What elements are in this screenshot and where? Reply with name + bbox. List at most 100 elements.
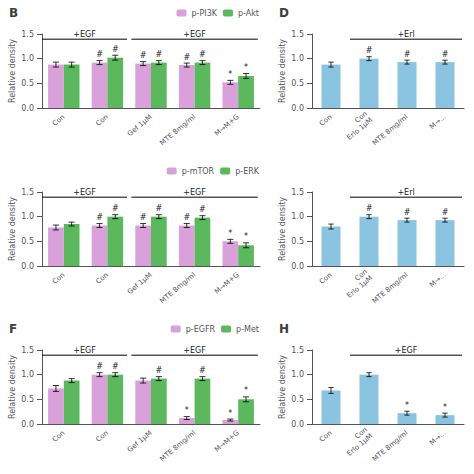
svg-text:1.0: 1.0: [21, 370, 34, 379]
svg-text:Erlo 1μM: Erlo 1μM: [345, 116, 374, 142]
svg-text:Relative density: Relative density: [8, 355, 17, 419]
svg-text:1.5: 1.5: [21, 30, 34, 39]
svg-text:1.5: 1.5: [291, 346, 304, 355]
svg-text:0.0: 0.0: [291, 262, 304, 271]
svg-text:M→...: M→...: [428, 113, 447, 131]
svg-text:#: #: [112, 204, 119, 213]
svg-text:0.5: 0.5: [21, 237, 34, 246]
svg-text:1.0: 1.0: [21, 212, 34, 221]
svg-text:0.5: 0.5: [291, 395, 304, 404]
svg-text:0.0: 0.0: [291, 420, 304, 429]
svg-text:0.0: 0.0: [21, 420, 34, 429]
svg-text:+EGF: +EGF: [395, 346, 418, 355]
svg-text:+Erl: +Erl: [397, 188, 414, 197]
svg-text:0.0: 0.0: [21, 262, 34, 271]
svg-text:1.5: 1.5: [21, 346, 34, 355]
svg-text:Relative density: Relative density: [278, 355, 287, 419]
svg-text:1.0: 1.0: [21, 54, 34, 63]
svg-text:M→...: M→...: [428, 271, 447, 289]
svg-text:+EGF: +EGF: [183, 30, 206, 39]
svg-text:p-EGFR: p-EGFR: [186, 325, 216, 334]
svg-text:1.0: 1.0: [291, 370, 304, 379]
svg-text:MTE 8mg/ml: MTE 8mg/ml: [158, 113, 197, 147]
svg-text:*: *: [185, 406, 189, 415]
svg-text:Con: Con: [94, 271, 110, 286]
svg-text:0.0: 0.0: [291, 104, 304, 113]
svg-text:Relative density: Relative density: [278, 197, 287, 261]
svg-text:#: #: [199, 205, 206, 214]
svg-text:0.5: 0.5: [291, 79, 304, 88]
svg-text:#: #: [183, 53, 190, 62]
svg-text:D: D: [279, 6, 289, 20]
svg-text:#: #: [404, 50, 411, 59]
svg-text:#: #: [442, 50, 449, 59]
svg-text:MTE 8mg/ml: MTE 8mg/ml: [158, 271, 197, 305]
svg-text:0.5: 0.5: [21, 79, 34, 88]
svg-text:#: #: [199, 50, 206, 59]
svg-text:#: #: [442, 208, 449, 217]
svg-text:MTE 8mg/ml: MTE 8mg/ml: [371, 429, 410, 463]
svg-text:1.5: 1.5: [21, 188, 34, 197]
svg-text:Con: Con: [318, 113, 334, 128]
svg-text:#: #: [96, 50, 103, 59]
svg-text:p-PI3K: p-PI3K: [191, 9, 217, 18]
svg-text:#: #: [366, 46, 373, 55]
svg-text:*: *: [228, 70, 232, 79]
svg-text:F: F: [9, 322, 17, 336]
svg-text:Gef 1μM: Gef 1μM: [126, 113, 154, 138]
svg-text:M→M+G: M→M+G: [213, 429, 241, 454]
svg-text:B: B: [9, 6, 18, 20]
svg-text:Con: Con: [318, 429, 334, 444]
svg-text:p-ERK: p-ERK: [235, 167, 260, 176]
svg-text:#: #: [96, 213, 103, 222]
svg-text:*: *: [228, 409, 232, 418]
svg-text:#: #: [155, 50, 162, 59]
svg-text:#: #: [366, 204, 373, 213]
svg-text:#: #: [155, 204, 162, 213]
svg-text:#: #: [404, 208, 411, 217]
svg-text:*: *: [244, 63, 248, 72]
svg-text:+EGF: +EGF: [183, 346, 206, 355]
svg-text:M→M+G: M→M+G: [213, 271, 241, 296]
svg-text:Relative density: Relative density: [278, 39, 287, 103]
svg-text:Con: Con: [94, 429, 110, 444]
svg-text:1.5: 1.5: [291, 30, 304, 39]
svg-text:Gef 1μM: Gef 1μM: [126, 271, 154, 296]
svg-text:#: #: [155, 366, 162, 375]
svg-text:MTE 8mg/ml: MTE 8mg/ml: [371, 271, 410, 305]
svg-text:0.0: 0.0: [21, 104, 34, 113]
svg-text:M→...: M→...: [428, 429, 447, 447]
svg-text:Relative density: Relative density: [8, 39, 17, 103]
svg-text:M→M+G: M→M+G: [213, 113, 241, 138]
svg-text:MTE 8mg/ml: MTE 8mg/ml: [158, 429, 197, 463]
svg-text:p-Met: p-Met: [236, 325, 259, 334]
svg-text:1.0: 1.0: [291, 54, 304, 63]
svg-text:*: *: [244, 386, 248, 395]
svg-text:+EGF: +EGF: [183, 188, 206, 197]
svg-text:#: #: [140, 51, 147, 60]
svg-text:#: #: [96, 362, 103, 371]
svg-text:*: *: [228, 229, 232, 238]
svg-text:1.5: 1.5: [291, 188, 304, 197]
svg-text:+Erl: +Erl: [397, 30, 414, 39]
svg-text:0.5: 0.5: [291, 237, 304, 246]
svg-text:Con: Con: [51, 271, 67, 286]
svg-text:*: *: [443, 403, 447, 412]
svg-text:#: #: [140, 213, 147, 222]
svg-text:Erlo 1μM: Erlo 1μM: [345, 274, 374, 300]
svg-text:1.0: 1.0: [291, 212, 304, 221]
svg-text:#: #: [112, 362, 119, 371]
svg-text:Erlo 1μM: Erlo 1μM: [345, 432, 374, 458]
svg-text:+EGF: +EGF: [73, 188, 96, 197]
svg-text:*: *: [244, 232, 248, 241]
svg-text:Con: Con: [51, 113, 67, 128]
svg-text:Con: Con: [51, 429, 67, 444]
svg-text:#: #: [183, 213, 190, 222]
svg-text:#: #: [199, 366, 206, 375]
svg-text:Relative density: Relative density: [8, 197, 17, 261]
svg-text:MTE 8mg/ml: MTE 8mg/ml: [371, 113, 410, 147]
svg-text:+EGF: +EGF: [73, 346, 96, 355]
svg-text:+EGF: +EGF: [73, 30, 96, 39]
svg-text:H: H: [279, 322, 289, 336]
svg-text:p-mTOR: p-mTOR: [182, 167, 215, 176]
